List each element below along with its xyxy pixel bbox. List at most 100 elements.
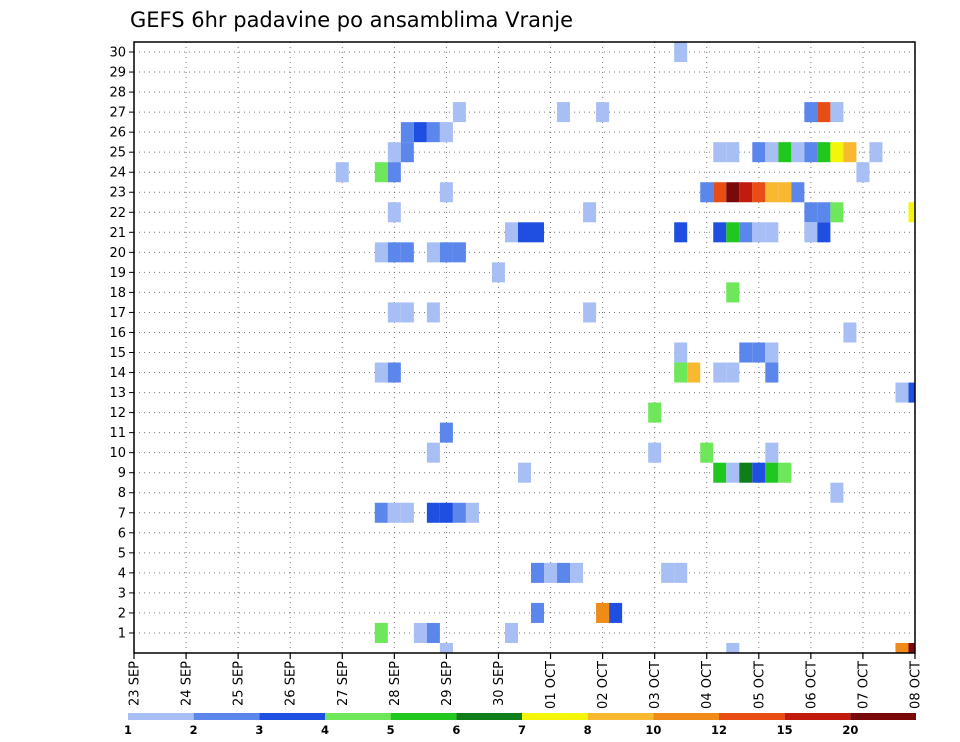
x-tick-label: 03 OCT	[648, 661, 663, 709]
heatmap-cell	[817, 202, 831, 223]
heatmap-cell	[726, 362, 740, 383]
heatmap-cell	[452, 242, 466, 263]
heatmap-cell	[674, 342, 688, 363]
y-tick-label: 29	[109, 66, 126, 81]
plot-frame	[133, 41, 916, 654]
heatmap-cell	[400, 502, 414, 523]
heatmap-cell	[674, 42, 688, 63]
heatmap-cell	[531, 222, 545, 243]
x-tick-label: 05 OCT	[752, 661, 767, 709]
heatmap-cell	[700, 182, 714, 203]
legend-label: 1	[124, 723, 132, 737]
heatmap-cell	[765, 362, 779, 383]
heatmap-cell	[726, 642, 740, 653]
heatmap-cell	[439, 182, 453, 203]
y-tick-label: 17	[109, 306, 126, 321]
heatmap-cell	[752, 182, 766, 203]
heatmap-cell	[687, 362, 701, 383]
heatmap-cell	[856, 162, 870, 183]
x-tick-label: 01 OCT	[544, 661, 559, 709]
heatmap-cell	[439, 502, 453, 523]
heatmap-cell	[752, 142, 766, 163]
legend-label: 10	[645, 723, 661, 737]
heatmap-cell	[752, 222, 766, 243]
y-tick-label: 19	[109, 266, 126, 281]
x-tick-label: 27 SEP	[336, 661, 351, 706]
legend-swatch	[390, 713, 457, 720]
heatmap-cell	[387, 202, 401, 223]
heatmap-cell	[765, 342, 779, 363]
heatmap-cell	[765, 142, 779, 163]
y-tick-label: 11	[109, 426, 126, 441]
heatmap-cell	[713, 462, 727, 483]
heatmap-cell	[517, 462, 532, 483]
y-tick-label: 16	[109, 326, 126, 341]
y-tick-label: 3	[118, 586, 126, 601]
y-tick-label: 22	[109, 206, 126, 221]
legend-label: 6	[452, 723, 460, 737]
x-tick-label: 07 OCT	[856, 661, 871, 709]
y-tick-label: 12	[109, 406, 126, 421]
heatmap-cell	[387, 302, 401, 323]
legend-swatch	[653, 713, 719, 720]
legend-swatch	[259, 713, 325, 720]
heatmap-cell	[387, 142, 401, 163]
heatmap-cell	[674, 222, 688, 243]
heatmap-cell	[335, 162, 349, 183]
heatmap-cell	[752, 342, 766, 363]
heatmap-cell	[374, 362, 388, 383]
heatmap-cell	[504, 222, 518, 243]
x-tick-label: 28 SEP	[388, 661, 403, 706]
heatmap-cell	[374, 242, 388, 263]
heatmap-cell	[726, 282, 740, 303]
heatmap-cell	[830, 202, 844, 223]
heatmap-cell	[674, 362, 688, 383]
heatmap-cell	[544, 562, 558, 583]
heatmap-cell	[843, 142, 857, 163]
heatmap-cell	[439, 122, 453, 143]
x-tick-label: 29 SEP	[440, 661, 455, 706]
heatmap-cell	[726, 182, 740, 203]
legend-label: 2	[190, 723, 198, 737]
heatmap-cell	[374, 622, 388, 643]
heatmap-cell	[400, 142, 414, 163]
heatmap-cell	[531, 562, 545, 583]
y-tick-label: 24	[109, 166, 126, 181]
y-tick-label: 2	[118, 606, 126, 621]
heatmap-cell	[778, 182, 792, 203]
heatmap-cell	[778, 142, 792, 163]
legend-swatch	[193, 713, 260, 720]
y-tick-label: 1	[118, 626, 126, 641]
heatmap-cell	[400, 302, 414, 323]
heatmap-cell	[765, 222, 779, 243]
y-tick-label: 6	[118, 526, 126, 541]
heatmap-cell	[674, 562, 688, 583]
heatmap-cell	[713, 142, 727, 163]
heatmap-cell	[465, 502, 479, 523]
heatmap-cell	[452, 502, 466, 523]
heatmap-cell	[426, 242, 440, 263]
legend-label: 15	[777, 723, 793, 737]
x-axis: 23 SEP 24 SEP 25 SEP 26 SEP 27 SEP 28 SEP 29 S…	[128, 653, 924, 709]
heatmap-cell	[374, 502, 388, 523]
legend-swatch	[587, 713, 654, 720]
legend-swatch	[522, 713, 588, 720]
heatmap-cell	[400, 122, 414, 143]
heatmap-cell	[387, 502, 401, 523]
x-tick-label: 23 SEP	[128, 661, 143, 706]
legend-label: 20	[842, 723, 858, 737]
heatmap-cell	[778, 462, 792, 483]
heatmap-cell	[791, 142, 805, 163]
heatmap-cell	[726, 142, 740, 163]
heatmap-cell	[400, 242, 414, 263]
heatmap-cell	[791, 182, 805, 203]
y-tick-label: 9	[118, 466, 126, 481]
heatmap-cell	[830, 102, 844, 123]
legend-swatch	[719, 713, 785, 720]
heatmap-cell	[765, 182, 779, 203]
heatmap-cell	[426, 442, 440, 463]
heatmap-cell	[426, 302, 440, 323]
y-tick-label: 14	[109, 366, 126, 381]
heatmap-cell	[869, 142, 883, 163]
heatmap-cell	[843, 322, 857, 343]
